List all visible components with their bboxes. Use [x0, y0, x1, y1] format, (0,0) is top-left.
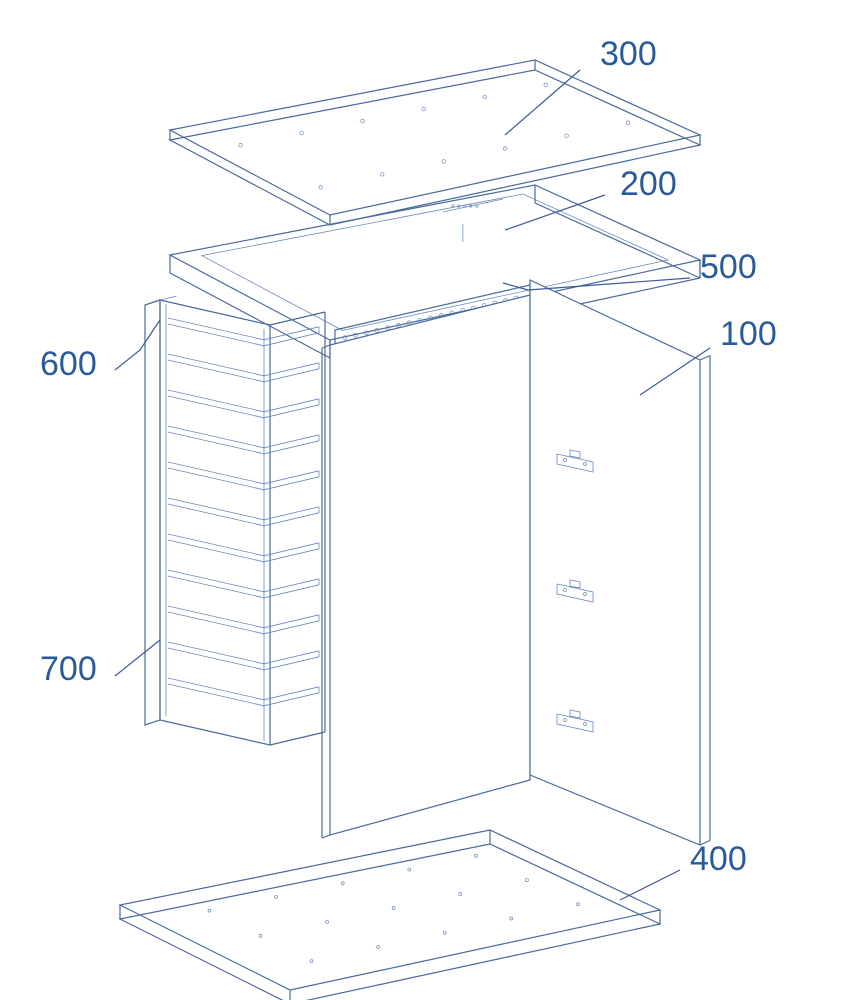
callout-label-300: 300: [600, 35, 657, 73]
leader-300: [505, 70, 580, 135]
callout-label-200: 200: [620, 165, 677, 203]
leader-600: [115, 320, 160, 370]
left-rack-600: [160, 296, 325, 745]
callout-label-400: 400: [690, 840, 747, 878]
callout-label-100: 100: [720, 315, 777, 353]
leader-400: [620, 870, 680, 900]
right-side-panel-100: [530, 280, 710, 845]
leader-700: [115, 640, 160, 676]
callout-label-500: 500: [700, 248, 757, 286]
pillar-700: [145, 300, 160, 725]
exploded-cabinet-diagram: 300 200 500 100 600 700 400: [0, 0, 847, 1000]
bottom-plate-400: [120, 830, 660, 1000]
inner-middle-panel: [322, 295, 530, 838]
callout-label-700: 700: [40, 650, 97, 688]
callout-label-600: 600: [40, 345, 97, 383]
